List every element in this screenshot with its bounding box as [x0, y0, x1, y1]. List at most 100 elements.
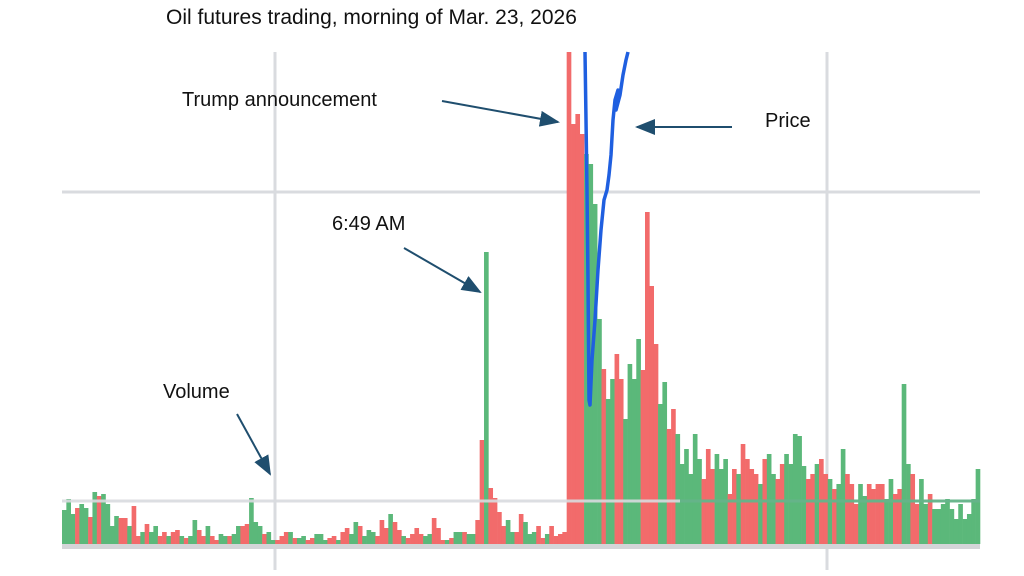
volume-bar	[188, 536, 193, 544]
volume-bar	[79, 504, 85, 544]
volume-bar	[240, 526, 246, 544]
volume-bar	[236, 526, 241, 544]
volume-bar	[675, 434, 681, 544]
volume-bar	[366, 530, 372, 544]
volume-bar	[301, 536, 306, 544]
volume-bar	[470, 534, 476, 544]
volume-bar	[701, 479, 707, 544]
volume-bar	[597, 319, 602, 544]
volume-bar	[610, 379, 615, 544]
volume-bar	[958, 504, 963, 544]
volume-bar	[257, 526, 263, 544]
volume-bar	[309, 538, 315, 544]
volume-bar	[423, 536, 428, 544]
volume-bar	[414, 528, 420, 544]
volume-bar	[209, 536, 215, 544]
volume-bar	[536, 526, 541, 544]
volume-bar	[936, 509, 942, 544]
volume-bar	[222, 536, 228, 544]
volume-bar	[518, 514, 524, 544]
volume-bar	[710, 469, 715, 544]
volume-bar	[175, 530, 180, 544]
volume-bar	[836, 484, 842, 544]
volume-bar	[357, 526, 363, 544]
volume-bar	[579, 134, 585, 544]
volume-bar	[249, 498, 254, 544]
volume-bar	[871, 489, 876, 544]
volume-bar	[823, 474, 829, 544]
volume-bar	[109, 526, 115, 544]
volume-bar	[766, 454, 772, 544]
volume-bar	[218, 534, 224, 544]
volume-bar	[96, 496, 102, 544]
volume-bar	[688, 474, 694, 544]
volume-bar	[122, 518, 128, 544]
volume-bar	[966, 514, 972, 544]
volume-bar	[296, 538, 302, 544]
volume-bar	[392, 522, 398, 544]
volume-bar	[910, 474, 916, 544]
volume-bar	[845, 474, 850, 544]
volume-bar	[501, 526, 507, 544]
volume-bar	[758, 484, 763, 544]
volume-bar	[144, 524, 150, 544]
volume-bar	[279, 536, 285, 544]
volume-bar	[153, 526, 159, 544]
volume-bar	[83, 508, 89, 544]
volume-bar	[540, 538, 546, 544]
volume-bar	[436, 528, 441, 544]
volume-bar	[231, 534, 237, 544]
volume-bar	[875, 484, 881, 544]
volume-bar	[666, 429, 672, 544]
volume-bar	[401, 536, 407, 544]
arrow-time-649	[403, 247, 482, 294]
volume-bar	[866, 484, 872, 544]
volume-bar	[323, 540, 328, 544]
volume-bar	[614, 354, 620, 544]
volume-bar	[327, 538, 333, 544]
volume-bar	[349, 534, 354, 544]
volume-bar	[788, 464, 794, 544]
volume-bar	[488, 488, 494, 544]
volume-bar	[927, 494, 933, 544]
volume-bar	[684, 449, 689, 544]
volume-bar	[192, 520, 198, 544]
volume-bar	[214, 540, 219, 544]
volume-bar	[601, 369, 607, 544]
volume-bar	[714, 454, 720, 544]
volume-bar	[318, 534, 324, 544]
volume-bar	[283, 532, 289, 544]
volume-bar	[562, 532, 567, 544]
price-line	[583, 51, 630, 407]
annotation-price: Price	[765, 110, 811, 132]
volume-bar	[105, 504, 111, 544]
volume-bar	[101, 494, 106, 544]
volume-bar	[784, 454, 789, 544]
volume-bar	[884, 499, 889, 544]
volume-bar	[566, 52, 572, 544]
volume-bar	[740, 444, 746, 544]
volume-bar	[627, 364, 633, 544]
volume-bar	[849, 484, 855, 544]
volume-bar	[827, 479, 833, 544]
volume-bar	[727, 494, 733, 544]
volume-bar	[62, 510, 67, 544]
volume-bar	[805, 479, 811, 544]
volume-bar	[431, 518, 437, 544]
volume-bar	[179, 536, 185, 544]
volume-bar	[444, 540, 450, 544]
volume-bar	[679, 464, 685, 544]
volume-bar	[492, 498, 498, 544]
volume-bar	[140, 532, 145, 544]
volume-bar	[514, 532, 520, 544]
volume-bar	[636, 339, 641, 544]
volume-bar	[262, 534, 267, 544]
volume-bar	[945, 499, 950, 544]
volume-bar	[549, 526, 554, 544]
volume-bar	[305, 540, 311, 544]
volume-bar	[88, 517, 93, 544]
volume-bar	[340, 532, 346, 544]
volume-bar	[919, 479, 924, 544]
